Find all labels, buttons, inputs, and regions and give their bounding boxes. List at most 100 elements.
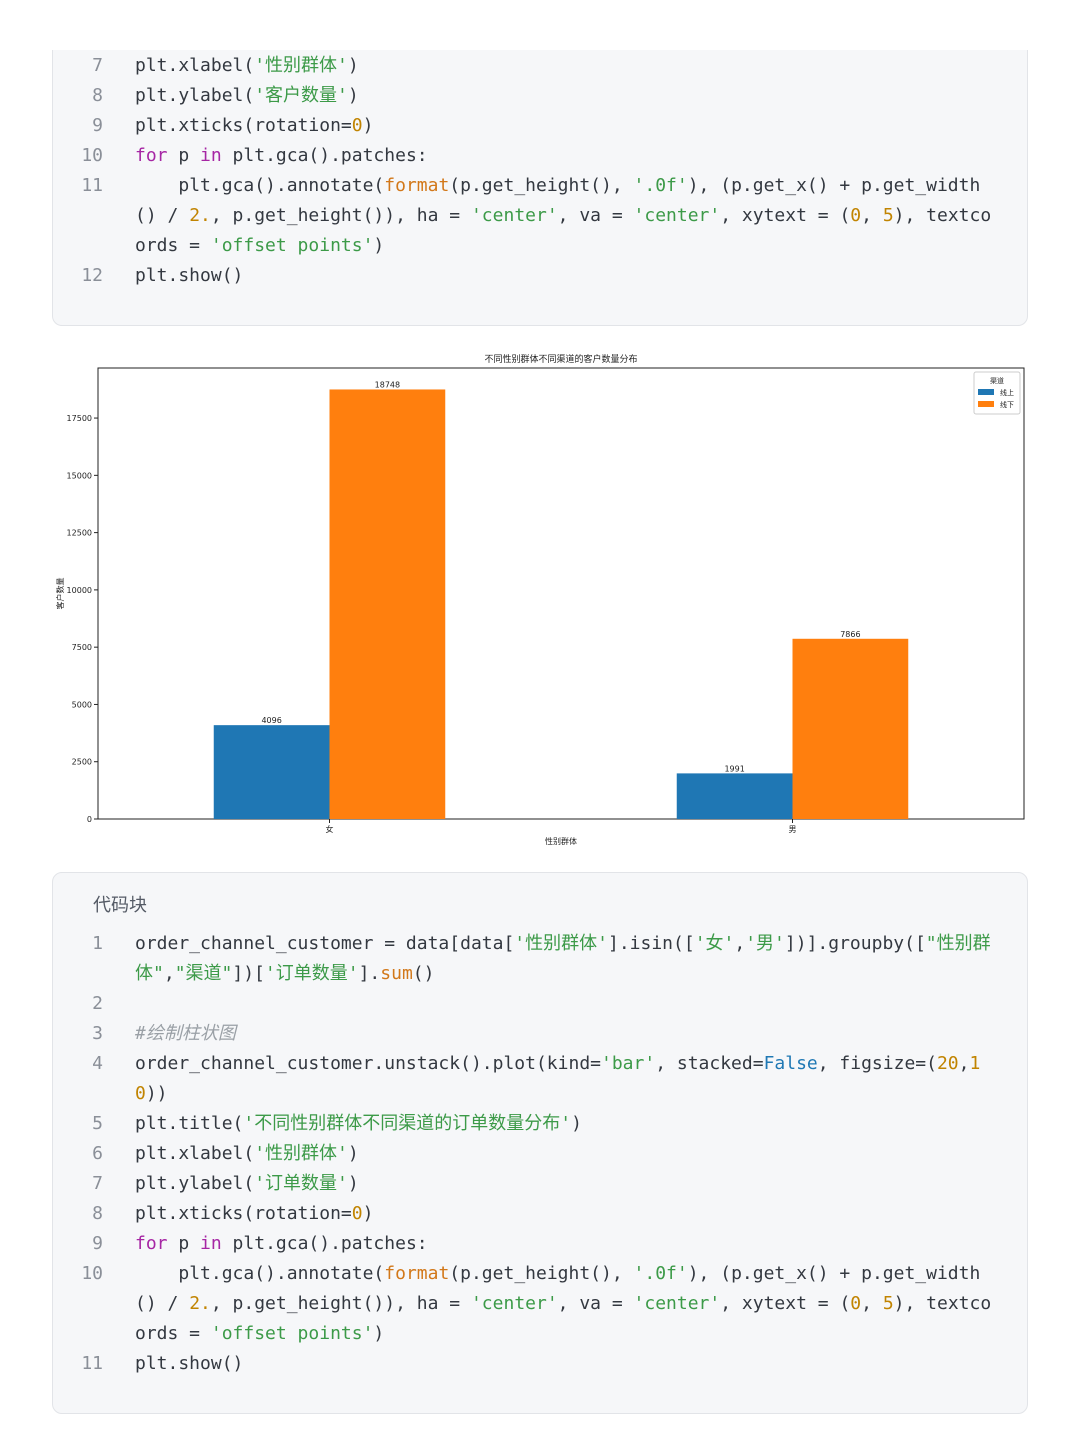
code-block-title: 代码块	[93, 895, 147, 916]
legend-label: 线下	[1000, 400, 1014, 409]
line-number: 7	[92, 1173, 103, 1194]
code-token: plt.title(	[135, 1113, 244, 1134]
bar	[676, 773, 793, 819]
code-token: 0	[850, 1293, 862, 1314]
code-token: order_channel_customer = data[data[	[135, 933, 515, 954]
code-token: '性别群体'	[254, 55, 348, 76]
code-token: , p.get_height()), ha =	[210, 205, 471, 226]
line-number: 9	[92, 1233, 103, 1254]
code-token: ))	[145, 1083, 168, 1104]
code-token: ), textcoords =	[135, 205, 992, 256]
code-token: in	[200, 1233, 222, 1254]
code-token: 2.	[189, 1293, 211, 1314]
code-token: '订单数量'	[264, 963, 359, 984]
code-token: plt.ylabel(	[135, 85, 255, 106]
line-code: plt.xlabel('性别群体')	[135, 1139, 995, 1169]
code-token: ), (p.get_x() + p.get_width() /	[135, 175, 981, 226]
line-code: plt.show()	[135, 261, 995, 291]
code-token: )	[347, 55, 359, 76]
bar	[792, 638, 909, 819]
line-number: 12	[81, 265, 103, 286]
bar-value-label: 1991	[724, 764, 744, 773]
bar-chart: 不同性别群体不同渠道的客户数量分布 0 2500 5000 7500 10000 12500…	[55, 353, 1025, 846]
line-code: for p in plt.gca().patches:	[135, 141, 995, 171]
code-token: 'bar'	[601, 1053, 656, 1074]
code-token: 5	[882, 1293, 894, 1314]
line-code: order_channel_customer.unstack().plot(ki…	[135, 1049, 995, 1109]
code-token: '.0f'	[633, 175, 688, 196]
code-token: "性别群体"	[135, 933, 991, 984]
code-token: for	[135, 145, 168, 166]
line-code: plt.gca().annotate(format(p.get_height()…	[135, 171, 995, 261]
y-tick-label: 2500	[72, 758, 92, 767]
code-token: )	[373, 1323, 385, 1344]
legend-swatch	[978, 401, 994, 407]
code-token: ].isin([	[607, 933, 695, 954]
bar-value-label: 4096	[261, 716, 281, 725]
code-token: plt.gca().patches:	[221, 145, 428, 166]
code-token: "渠道"	[174, 963, 233, 984]
line-code: plt.xticks(rotation=0)	[135, 1199, 995, 1229]
line-code: for p in plt.gca().patches:	[135, 1229, 995, 1259]
y-tick-label: 12500	[67, 529, 92, 538]
line-number: 10	[81, 145, 103, 166]
code-token: 5	[882, 205, 894, 226]
bar-value-label: 7866	[840, 630, 860, 639]
x-tick-label: 男	[789, 825, 797, 834]
y-axis-label: 客户数量	[55, 578, 65, 610]
line-number: 4	[92, 1053, 103, 1074]
code-token: )	[362, 115, 374, 136]
code-token: p	[167, 145, 201, 166]
line-number: 10	[81, 1263, 103, 1284]
line-number: 9	[92, 115, 103, 136]
legend-label: 线上	[1000, 388, 1014, 397]
y-tick-label: 10000	[67, 586, 92, 595]
line-code: plt.title('不同性别群体不同渠道的订单数量分布')	[135, 1109, 995, 1139]
code-token: '订单数量'	[254, 1173, 348, 1194]
code-token: 'offset points'	[210, 235, 374, 256]
code-token: , stacked=	[655, 1053, 764, 1074]
code-token: )	[347, 1143, 359, 1164]
code-token: sum	[380, 963, 413, 984]
code-token: )	[571, 1113, 582, 1134]
code-token: format	[384, 175, 450, 196]
code-token: 'offset points'	[210, 1323, 374, 1344]
code-token: , xytext = (	[720, 205, 851, 226]
code-token: plt.xticks(rotation=	[135, 1203, 352, 1224]
x-axis-label: 性别群体	[545, 836, 577, 846]
bar	[213, 725, 330, 819]
line-number: 11	[81, 175, 103, 196]
code-token: ].	[358, 963, 381, 984]
code-token: 'center'	[633, 1293, 721, 1314]
code-token: )	[347, 85, 359, 106]
chart-container: 不同性别群体不同渠道的客户数量分布 0 2500 5000 7500 10000 12500…	[52, 345, 1032, 855]
bar-value-label: 18748	[375, 380, 400, 389]
code-token: plt.gca().annotate(	[135, 1263, 385, 1284]
code-token: 10	[135, 1053, 981, 1104]
code-token: 20	[936, 1053, 959, 1074]
code-token: '性别群体'	[514, 933, 608, 954]
code-token: (p.get_height(),	[449, 175, 634, 196]
code-token: p	[167, 1233, 201, 1254]
y-tick-label: 7500	[72, 643, 92, 652]
chart-title: 不同性别群体不同渠道的客户数量分布	[484, 353, 637, 365]
code-token: , va =	[557, 1293, 634, 1314]
code-token: '性别群体'	[254, 1143, 348, 1164]
code-token: 0	[351, 115, 363, 136]
line-code: plt.ylabel('客户数量')	[135, 81, 995, 111]
line-number: 2	[92, 993, 103, 1014]
line-number: 8	[92, 85, 103, 106]
code-token: plt.show()	[135, 1353, 244, 1374]
code-token: '.0f'	[633, 1263, 688, 1284]
code-token: plt.gca().patches:	[221, 1233, 428, 1254]
code-token: ()	[412, 963, 435, 984]
code-token: order_channel_customer.unstack().plot(ki…	[135, 1053, 601, 1074]
code-token: ])[	[232, 963, 265, 984]
code-token: ])].groupby([	[784, 933, 926, 954]
code-token: 'center'	[470, 205, 558, 226]
code-token: ,	[163, 963, 175, 984]
code-token: plt.ylabel(	[135, 1173, 255, 1194]
line-code: order_channel_customer = data[data['性别群体…	[135, 929, 995, 989]
bar	[329, 389, 446, 819]
code-token: plt.gca().annotate(	[135, 175, 385, 196]
